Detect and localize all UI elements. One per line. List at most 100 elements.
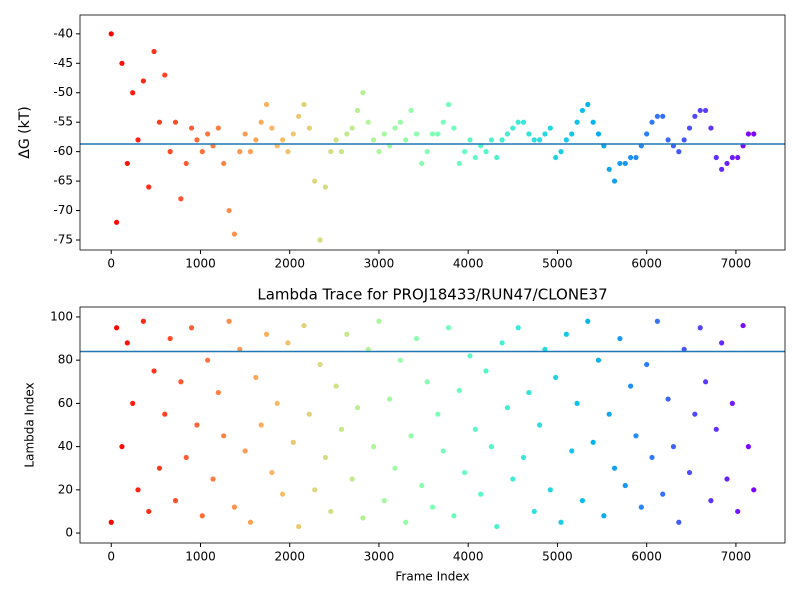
data-point (660, 491, 666, 497)
data-point (472, 426, 478, 432)
data-point (606, 166, 612, 172)
data-point (435, 131, 441, 137)
data-point (456, 387, 462, 394)
data-point (312, 487, 318, 493)
data-point (424, 379, 430, 385)
data-point (242, 448, 248, 454)
data-point (676, 149, 682, 155)
y-tick-label: -45 (53, 56, 73, 70)
data-point (413, 131, 420, 137)
data-point (515, 325, 521, 331)
y-tick-label: 20 (58, 482, 73, 496)
data-point (205, 357, 211, 363)
data-point (178, 196, 184, 202)
data-point (371, 444, 377, 450)
data-point (263, 331, 270, 337)
data-point (585, 318, 591, 324)
axes-frame (79, 14, 786, 251)
data-point (595, 357, 602, 363)
data-point (628, 383, 634, 389)
data-point (504, 405, 511, 411)
x-tick-label: 7000 (721, 550, 752, 564)
x-tick-label: 3000 (364, 257, 395, 271)
data-point (702, 379, 709, 385)
x-tick-label: 5000 (542, 550, 573, 564)
data-point (478, 491, 484, 497)
data-point (595, 131, 602, 137)
data-point (526, 389, 532, 396)
data-point (751, 131, 757, 137)
data-point (188, 125, 195, 131)
data-point (526, 131, 532, 137)
data-point (269, 469, 275, 476)
y-tick-label: -60 (53, 144, 73, 158)
data-point (483, 149, 489, 155)
data-point (445, 325, 452, 331)
x-tick-label: 7000 (721, 257, 752, 271)
data-point (146, 184, 152, 190)
data-point (435, 411, 441, 417)
data-point (686, 469, 693, 476)
data-point (162, 411, 168, 417)
data-point (317, 361, 323, 368)
data-point (215, 389, 221, 396)
data-point (194, 137, 200, 143)
data-point (713, 154, 719, 161)
data-point (494, 154, 500, 161)
data-point (172, 498, 179, 504)
data-point (328, 508, 334, 515)
x-tick-label: 0 (107, 550, 115, 564)
data-point (215, 125, 221, 131)
x-tick-label: 1000 (185, 550, 216, 564)
data-point (344, 331, 350, 337)
data-point (247, 519, 254, 525)
data-point (381, 131, 387, 137)
x-tick-label: 2000 (274, 257, 305, 271)
data-point (338, 426, 345, 432)
data-point (135, 137, 141, 143)
data-point (601, 513, 607, 519)
data-point (499, 340, 505, 346)
data-point (670, 444, 677, 450)
y-tick-label: 60 (58, 396, 73, 410)
data-point (296, 523, 302, 530)
chart-title: Lambda Trace for PROJ18433/RUN47/CLONE37 (257, 286, 607, 304)
data-point (322, 454, 329, 461)
data-point (499, 137, 505, 143)
y-tick-label: 0 (65, 526, 73, 540)
data-point (462, 469, 468, 476)
x-axis-label: Frame Index (395, 570, 469, 584)
data-point (547, 487, 553, 493)
data-point (322, 184, 329, 190)
data-point (365, 119, 371, 125)
data-point (403, 137, 409, 143)
data-point (702, 107, 709, 114)
data-point (365, 346, 371, 352)
data-point (708, 125, 714, 131)
data-point (135, 487, 141, 493)
data-point (649, 119, 655, 125)
data-point (569, 131, 575, 137)
data-point (692, 113, 698, 119)
data-point (124, 340, 130, 346)
data-point (376, 149, 382, 155)
data-point (654, 318, 660, 324)
data-point (644, 361, 650, 368)
data-point (660, 113, 666, 119)
axes-frame (79, 306, 786, 544)
data-point (429, 504, 436, 510)
data-point (167, 335, 173, 342)
data-point (419, 160, 425, 167)
data-point (558, 149, 564, 155)
data-point (713, 426, 719, 432)
data-point (290, 439, 296, 445)
data-point (231, 504, 237, 510)
data-point (113, 219, 120, 225)
data-point (237, 149, 243, 155)
x-tick-label: 3000 (364, 550, 395, 564)
data-point (520, 119, 527, 125)
data-point (146, 508, 152, 515)
data-point (397, 357, 403, 363)
data-point (735, 154, 741, 161)
data-point (472, 154, 478, 161)
